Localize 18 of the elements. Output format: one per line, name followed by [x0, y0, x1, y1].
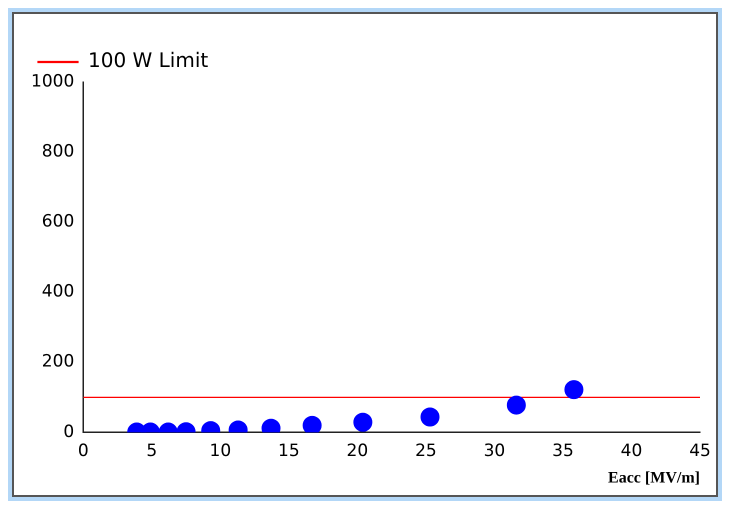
y-tick-label: 600 [42, 212, 74, 232]
x-tick-label: 10 [209, 441, 232, 462]
x-tick-label: 30 [484, 441, 506, 462]
y-tick-label: 0 [63, 422, 74, 442]
y-tick-label: 200 [42, 352, 74, 372]
y-tick-label: 1000 [31, 71, 74, 92]
x-tick-label: 0 [78, 441, 89, 462]
x-tick-label: 40 [620, 441, 642, 462]
x-tick-label: 5 [146, 441, 158, 462]
x-tick-label: 15 [278, 441, 300, 462]
x-tick-label: 35 [552, 441, 574, 462]
x-tick-label: 45 [689, 441, 711, 462]
x-axis-title: Eacc [MV/m] [608, 470, 700, 487]
x-tick-label: 20 [346, 441, 368, 462]
x-tick-label: 25 [415, 441, 437, 462]
y-tick-label: 800 [42, 142, 74, 162]
legend-label: 100 W Limit [88, 48, 208, 72]
y-tick-label: 400 [42, 282, 74, 302]
